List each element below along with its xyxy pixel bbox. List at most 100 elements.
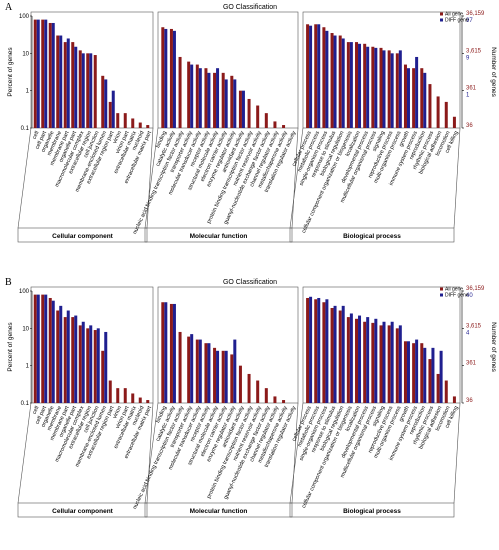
- bar: [101, 350, 105, 403]
- bar: [224, 350, 228, 403]
- bar: [256, 380, 260, 403]
- bar: [309, 25, 313, 128]
- bar: [190, 334, 194, 403]
- y2-axis-label: Number of genes: [490, 47, 497, 98]
- bar: [190, 64, 194, 128]
- bar: [341, 38, 345, 128]
- bar: [282, 125, 286, 128]
- chart-title: GO Classification: [223, 279, 277, 286]
- x-tick-label: virion: [112, 405, 123, 419]
- bar: [355, 42, 359, 128]
- bar: [71, 317, 75, 403]
- bar: [325, 299, 329, 403]
- y2-diff-tick-label: 40: [466, 293, 473, 299]
- bar: [374, 47, 378, 129]
- group-label: Biological process: [343, 233, 401, 240]
- y2-diff-tick-label: 4: [466, 330, 470, 336]
- legend-label: All gene: [445, 287, 463, 293]
- y-tick-label: 100: [19, 14, 30, 20]
- bar: [233, 79, 237, 128]
- bar: [116, 113, 120, 128]
- bar: [317, 24, 321, 129]
- bar: [322, 27, 326, 129]
- bar: [187, 336, 191, 403]
- bar: [93, 55, 97, 129]
- bar: [333, 35, 337, 128]
- bar: [221, 72, 225, 128]
- bar: [452, 396, 456, 403]
- bar: [216, 350, 220, 403]
- bar: [63, 42, 67, 128]
- bar: [172, 303, 176, 403]
- y2-tick-label: 3,615: [466, 48, 482, 54]
- bar: [116, 388, 120, 403]
- y-axis-label: Percent of genes: [7, 47, 14, 97]
- group-connector: [291, 402, 299, 504]
- bar: [81, 321, 85, 403]
- bar: [338, 310, 342, 403]
- y2-tick-label: 361: [466, 361, 477, 367]
- bar: [415, 56, 419, 128]
- y2-diff-tick-label: 9: [466, 55, 470, 61]
- y2-diff-tick-label: 1: [466, 93, 470, 99]
- y2-tick-label: 36,159: [466, 286, 485, 292]
- bar: [164, 302, 168, 403]
- bar: [48, 297, 52, 403]
- bar: [178, 331, 182, 403]
- bar: [198, 339, 202, 403]
- bar: [363, 43, 367, 128]
- group-label: Cellular component: [52, 508, 114, 515]
- bar: [66, 310, 70, 403]
- bar: [131, 118, 135, 128]
- bar: [41, 19, 45, 128]
- bar: [138, 122, 142, 128]
- bar: [306, 297, 310, 403]
- bar: [428, 84, 432, 128]
- group-label-box: [289, 227, 455, 243]
- panel-label: A: [5, 2, 13, 13]
- bar: [233, 339, 237, 403]
- bar: [78, 50, 82, 129]
- bar: [341, 305, 345, 403]
- bar: [123, 113, 127, 128]
- group-connector: [144, 402, 159, 504]
- bar: [325, 30, 329, 128]
- bar: [314, 299, 318, 403]
- bar: [387, 325, 391, 403]
- bar: [256, 105, 260, 128]
- y-tick-label: 100: [19, 289, 30, 295]
- y-tick-label: 0.1: [21, 401, 30, 407]
- bar: [371, 46, 375, 128]
- bar: [395, 53, 399, 129]
- bar: [41, 294, 45, 403]
- bar: [56, 35, 60, 128]
- bar: [398, 325, 402, 403]
- group-connector: [453, 127, 461, 229]
- bar: [436, 96, 440, 128]
- bar: [358, 315, 362, 403]
- bar: [59, 35, 63, 128]
- y2-tick-label: 36: [466, 398, 473, 404]
- bar: [86, 328, 90, 403]
- group-label-box: [144, 502, 293, 518]
- bar: [346, 317, 350, 403]
- bar: [366, 317, 370, 403]
- legend-label: DIFF gene: [445, 18, 469, 24]
- bar: [146, 125, 150, 128]
- group-label: Cellular component: [52, 233, 114, 240]
- bar: [108, 380, 112, 403]
- bar: [195, 339, 199, 403]
- bar: [314, 24, 318, 129]
- bar: [44, 19, 48, 128]
- bar: [415, 339, 419, 403]
- bar: [349, 42, 353, 128]
- group-frame: [157, 286, 299, 404]
- y-tick-label: 1: [26, 364, 30, 370]
- bar: [406, 341, 410, 403]
- y2-tick-label: 361: [466, 86, 477, 92]
- bar: [366, 46, 370, 128]
- bar: [36, 294, 40, 403]
- bar: [317, 297, 321, 403]
- group-connector: [453, 402, 461, 504]
